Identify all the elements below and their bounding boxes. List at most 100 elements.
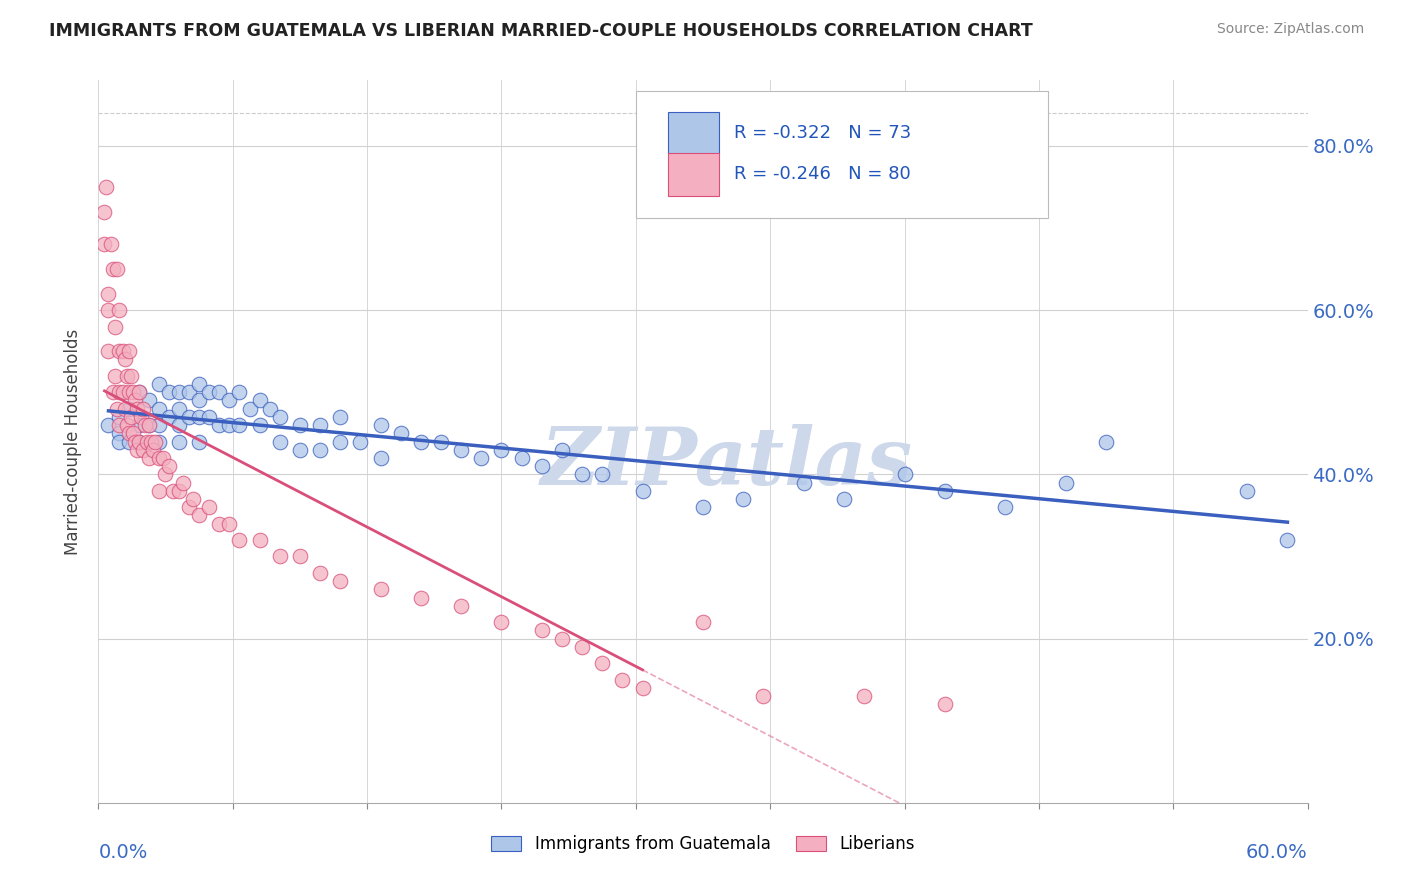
Point xyxy=(1054,475,1077,490)
Point xyxy=(97,286,120,301)
Point xyxy=(239,401,262,416)
Point xyxy=(188,377,211,392)
Point xyxy=(793,475,815,490)
Point xyxy=(162,483,184,498)
Point xyxy=(105,262,128,277)
Point xyxy=(188,434,211,449)
Text: R = -0.246   N = 80: R = -0.246 N = 80 xyxy=(734,165,911,183)
Point xyxy=(752,689,775,703)
Point xyxy=(430,434,453,449)
Point xyxy=(111,344,134,359)
Point xyxy=(181,491,204,506)
Point xyxy=(218,393,240,408)
Point xyxy=(138,418,160,433)
Point xyxy=(115,418,138,433)
Point xyxy=(631,483,654,498)
Point xyxy=(188,393,211,408)
Point xyxy=(138,450,160,465)
Point xyxy=(409,591,432,605)
Text: Source: ZipAtlas.com: Source: ZipAtlas.com xyxy=(1216,22,1364,37)
Point xyxy=(571,467,593,482)
Point xyxy=(135,434,157,449)
Point xyxy=(218,516,240,531)
Point xyxy=(208,385,231,400)
Point xyxy=(167,401,190,416)
Point xyxy=(1236,483,1258,498)
Point xyxy=(118,434,141,449)
Point xyxy=(121,385,143,400)
Point xyxy=(114,352,136,367)
Point xyxy=(118,426,141,441)
Point xyxy=(157,385,180,400)
Point xyxy=(370,418,392,433)
Point xyxy=(153,467,176,482)
Point xyxy=(179,500,201,515)
Point xyxy=(491,442,513,457)
Point xyxy=(107,303,129,318)
Text: ZIPatlas: ZIPatlas xyxy=(541,425,914,502)
Point xyxy=(107,344,129,359)
Point xyxy=(470,450,492,465)
Point xyxy=(389,426,412,441)
Point xyxy=(93,237,115,252)
Point xyxy=(934,483,956,498)
Point xyxy=(612,673,634,687)
Point xyxy=(370,450,392,465)
Point xyxy=(631,681,654,695)
Point xyxy=(121,426,143,441)
Point xyxy=(1277,533,1299,547)
Point xyxy=(269,434,291,449)
Point xyxy=(143,434,166,449)
Point xyxy=(97,344,120,359)
Point xyxy=(269,549,291,564)
Point xyxy=(118,385,141,400)
Point xyxy=(409,434,432,449)
FancyBboxPatch shape xyxy=(637,91,1047,218)
Point xyxy=(101,385,124,400)
Text: 0.0%: 0.0% xyxy=(98,843,148,862)
Point xyxy=(551,442,574,457)
Point xyxy=(148,401,170,416)
Point xyxy=(125,401,148,416)
Point xyxy=(128,418,150,433)
Point xyxy=(152,450,174,465)
Point xyxy=(249,533,271,547)
Point xyxy=(329,409,352,424)
Point xyxy=(530,459,553,474)
Point xyxy=(107,409,129,424)
Point xyxy=(288,442,311,457)
Point xyxy=(111,385,134,400)
Point xyxy=(934,698,956,712)
Point xyxy=(491,615,513,630)
Point xyxy=(142,442,165,457)
Point xyxy=(124,393,146,408)
Point xyxy=(167,434,190,449)
Point xyxy=(148,434,170,449)
Point xyxy=(97,303,120,318)
Point xyxy=(120,368,142,383)
Point xyxy=(96,180,118,194)
Point xyxy=(148,483,170,498)
Point xyxy=(115,368,138,383)
Point xyxy=(198,409,221,424)
Point xyxy=(120,409,142,424)
Text: R = -0.322   N = 73: R = -0.322 N = 73 xyxy=(734,124,911,142)
Point xyxy=(103,368,125,383)
Point xyxy=(132,401,155,416)
Point xyxy=(139,434,162,449)
Point xyxy=(93,204,115,219)
Point xyxy=(218,418,240,433)
Point xyxy=(591,467,613,482)
Point xyxy=(530,624,553,638)
Point xyxy=(510,450,533,465)
FancyBboxPatch shape xyxy=(668,153,718,195)
Point xyxy=(128,385,150,400)
Text: IMMIGRANTS FROM GUATEMALA VS LIBERIAN MARRIED-COUPLE HOUSEHOLDS CORRELATION CHAR: IMMIGRANTS FROM GUATEMALA VS LIBERIAN MA… xyxy=(49,22,1033,40)
Point xyxy=(269,409,291,424)
Point xyxy=(148,377,170,392)
Point xyxy=(198,500,221,515)
Point xyxy=(249,418,271,433)
Point xyxy=(853,689,876,703)
Point xyxy=(208,516,231,531)
Point xyxy=(450,599,472,613)
